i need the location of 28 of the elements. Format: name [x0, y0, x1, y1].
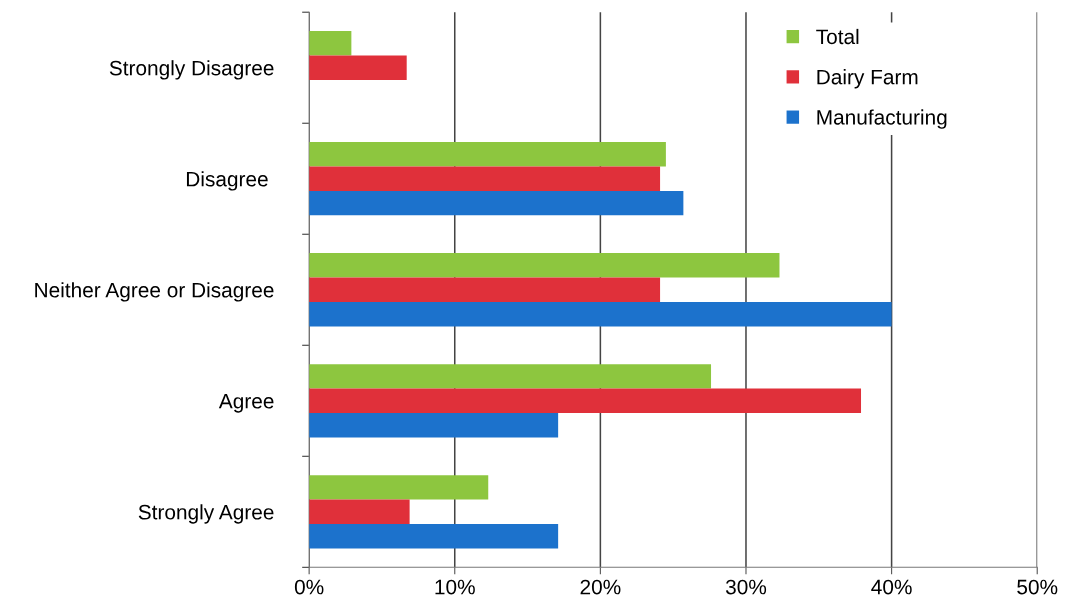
legend-label: Dairy Farm	[817, 69, 918, 89]
x-tick-label: 0%	[294, 579, 324, 595]
bar	[309, 31, 352, 56]
bar	[309, 301, 892, 327]
bar	[309, 412, 559, 438]
y-tick-label: Neither Agree or Disagree	[35, 282, 274, 302]
y-tick-label: Agree	[218, 393, 274, 413]
bar	[309, 55, 407, 80]
bar	[309, 524, 559, 549]
x-tick-label: 10%	[435, 579, 475, 595]
bar	[309, 475, 489, 500]
legend-label: Manufacturing	[817, 109, 947, 129]
y-tick-label: Disagree	[186, 171, 268, 191]
bar	[309, 166, 661, 191]
bar	[309, 142, 666, 167]
x-tick-label: 20%	[580, 579, 621, 595]
legend-label: Total	[816, 28, 859, 45]
x-tick-label: 30%	[725, 579, 767, 595]
x-tick-label: 40%	[871, 579, 912, 595]
bar	[309, 364, 712, 389]
bar	[309, 190, 684, 216]
bar	[309, 388, 862, 413]
x-tick-label: 50%	[1017, 579, 1058, 595]
bar	[309, 499, 410, 524]
bar	[309, 253, 780, 278]
y-tick-label: Strongly Agree	[138, 504, 274, 524]
bar	[309, 277, 661, 302]
y-tick-label: Strongly Disagree	[109, 60, 274, 80]
